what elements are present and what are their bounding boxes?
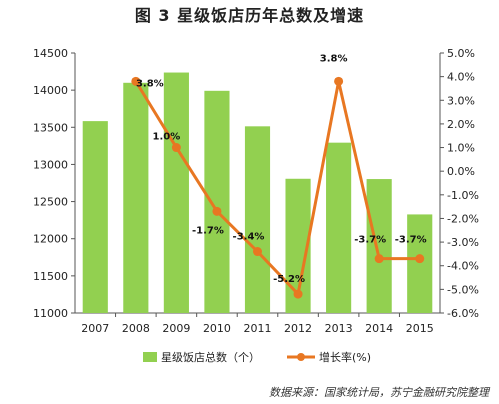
x-tick-label: 2013 (325, 322, 353, 335)
y-right-tick-label: -3.0% (447, 236, 479, 249)
y-right-tick-label: -5.0% (447, 283, 479, 296)
y-right-tick-label: -6.0% (447, 307, 479, 320)
y-right-tick-label: 2.0% (447, 118, 475, 131)
data-label-2012: -5.2% (273, 274, 305, 285)
chart-legend: 星级饭店总数（个） 增长率(%) (143, 350, 371, 364)
data-label-2009: 1.0% (153, 132, 181, 143)
x-tick-label: 2015 (406, 322, 434, 335)
x-tick-label: 2012 (284, 322, 312, 335)
point-2011 (253, 247, 262, 257)
bar-2010 (204, 90, 230, 313)
data-label-2015: -3.7% (395, 235, 427, 246)
x-tick-label: 2011 (244, 322, 272, 335)
bar-2009 (163, 72, 189, 313)
y-left-tick-label: 12000 (33, 233, 68, 246)
y-right-tick-label: -4.0% (447, 260, 479, 273)
y-left-tick-label: 14000 (33, 84, 68, 97)
y-right-tick-label: -1.0% (447, 189, 479, 202)
chart-title: 图 3 星级饭店历年总数及增速 (134, 6, 365, 25)
bar-2013 (326, 142, 352, 313)
bar-2007 (82, 121, 108, 314)
y-right-tick-label: 0.0% (447, 165, 475, 178)
line-series: 3.8% 1.0% -1.7% -3.4% -5.2% 3.8% -3.7% -3.7% (131, 53, 427, 299)
bar-2011 (244, 126, 271, 313)
y-right-tick-label: 5.0% (447, 47, 475, 60)
data-label-2011: -3.4% (233, 232, 265, 243)
y-right-tick-label: -2.0% (447, 212, 479, 225)
legend-line-label: 增长率(%) (319, 350, 371, 364)
x-tick-label: 2010 (203, 322, 231, 335)
legend-line-marker (297, 353, 305, 361)
source-note: 数据来源：国家统计局，苏宁金融研究院整理 (269, 386, 489, 399)
bar-2015 (407, 214, 433, 313)
y-left-tick-label: 11500 (33, 270, 68, 283)
x-tick-label: 2007 (81, 322, 109, 335)
y-left-tick-label: 13000 (33, 158, 68, 171)
growth-line (134, 80, 420, 298)
bar-2014 (366, 179, 392, 313)
point-2015 (415, 254, 425, 264)
y-right-tick-label: 4.0% (447, 71, 475, 84)
chart-axes: 11000 11500 12000 12500 13000 13500 14000 14500… (33, 47, 479, 335)
y-left-tick-label: 13500 (33, 121, 68, 134)
x-tick-label: 2014 (365, 322, 393, 335)
point-2008 (131, 76, 141, 86)
legend-bar-swatch (143, 352, 157, 362)
y-left-tick-label: 14500 (33, 47, 68, 60)
data-label-2010: -1.7% (192, 225, 224, 236)
y-left-tick-label: 11000 (33, 307, 68, 320)
data-label-2013: 3.8% (320, 53, 348, 64)
bar-2008 (123, 82, 149, 313)
data-label-2014: -3.7% (354, 235, 386, 246)
point-2009 (171, 143, 181, 153)
x-tick-label: 2008 (122, 322, 150, 335)
bar-series (82, 72, 433, 314)
point-2014 (374, 254, 384, 264)
point-2010 (212, 206, 222, 216)
y-right-tick-label: 1.0% (447, 142, 475, 155)
point-2013 (334, 76, 344, 86)
legend-bar-label: 星级饭店总数（个） (161, 350, 260, 364)
point-2012 (293, 289, 303, 299)
data-label-2008: 3.8% (136, 78, 164, 89)
y-left-tick-label: 12500 (33, 196, 68, 209)
y-right-tick-label: 3.0% (447, 94, 475, 107)
x-tick-label: 2009 (162, 322, 190, 335)
